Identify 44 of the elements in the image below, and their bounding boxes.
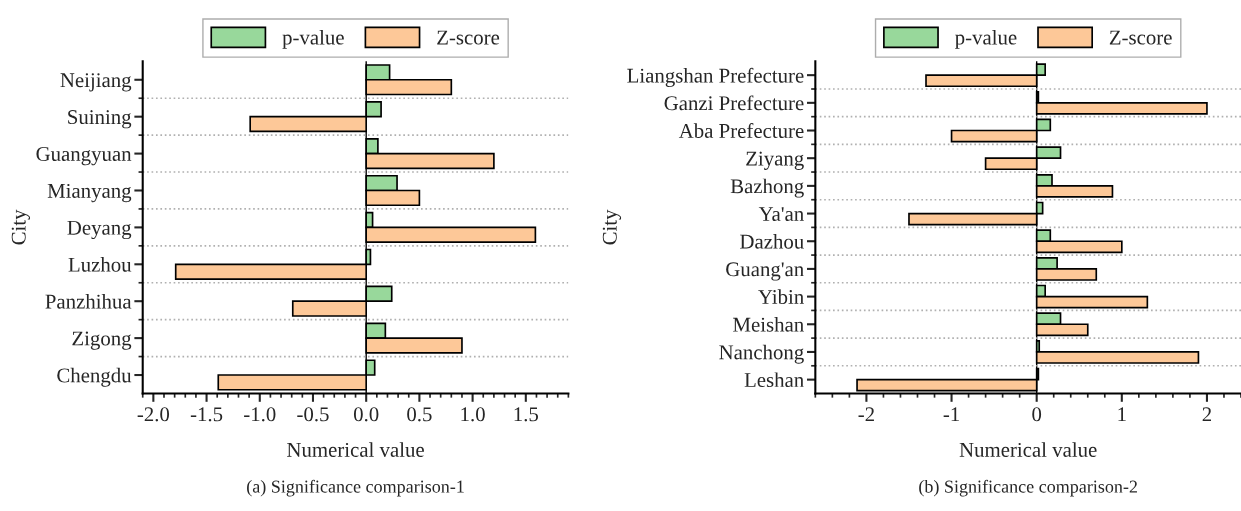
x-tick-label: 1	[1118, 407, 1126, 422]
y-axis-title: City	[602, 209, 622, 245]
y-tick-label: Neijiang	[60, 73, 132, 92]
x-tick-label: -1.0	[244, 407, 276, 422]
text: (b) Significance comparison-2	[919, 479, 1137, 497]
y-tick-label: Guangyuan	[36, 146, 132, 166]
x-tick-label: 2	[1202, 407, 1212, 422]
x-tick-label: -2	[858, 407, 874, 422]
y-tick-label: Ganzi Prefecture	[664, 95, 804, 111]
y-tick-label: Mianyang	[47, 183, 132, 203]
y-tick-label: Aba Prefecture	[678, 123, 804, 138]
x-tick-label: 0	[1032, 407, 1042, 422]
x-tick-label: 1.5	[514, 407, 539, 422]
x-axis-title: Numerical value	[959, 442, 1097, 457]
y-tick-label: Zigong	[72, 331, 132, 350]
legend-label: Z-score	[1109, 30, 1172, 45]
y-tick-label: Ziyang	[746, 151, 804, 170]
x-tick-label: 0.5	[407, 407, 432, 422]
y-tick-label: Ya'an	[758, 207, 804, 221]
x-tick-label: -0.5	[297, 407, 329, 422]
y-tick-label: Guang'an	[726, 262, 804, 281]
legend-label: p-value	[955, 29, 1017, 49]
y-axis-title: City	[11, 209, 31, 245]
y-tick-label: Panzhihua	[45, 293, 132, 309]
text: (a) Significance comparison-1	[247, 479, 464, 497]
y-tick-label: Yibin	[758, 289, 804, 305]
y-tick-label: Leshan	[744, 372, 804, 388]
x-axis-title: Numerical value	[287, 442, 424, 457]
x-tick-label: -1	[943, 407, 959, 422]
y-tick-label: Bazhong	[730, 178, 804, 198]
y-tick-label: Chengdu	[57, 367, 132, 387]
y-tick-label: Dazhou	[740, 234, 804, 249]
y-tick-label: Meishan	[733, 317, 804, 332]
legend-label: Z-score	[437, 30, 500, 45]
x-tick-label: 0.0	[353, 407, 379, 422]
y-tick-label: Nanchong	[719, 344, 804, 364]
y-tick-label: Deyang	[67, 220, 132, 240]
x-tick-label: -1.5	[190, 407, 223, 422]
legend-label: p-value	[282, 29, 344, 49]
x-tick-label: 1.0	[461, 407, 485, 422]
y-tick-label: Suining	[68, 110, 132, 129]
x-tick-label: -2.0	[137, 407, 170, 422]
y-tick-label: Liangshan Prefecture	[627, 67, 804, 87]
y-tick-label: Luzhou	[68, 257, 132, 272]
